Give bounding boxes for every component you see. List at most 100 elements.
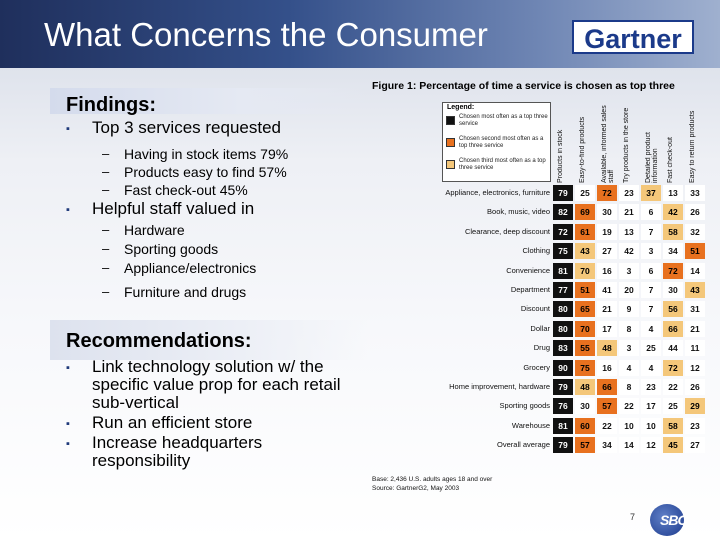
dash-marker: – <box>102 164 110 179</box>
figure-cell: 34 <box>597 437 617 454</box>
figure-cell: 16 <box>597 359 617 376</box>
figure-cell: 79 <box>553 379 573 395</box>
figure-row-label: Grocery <box>523 362 550 372</box>
figure-cell: 70 <box>575 262 595 279</box>
legend-swatch-first <box>446 116 455 125</box>
figure-column-header: Products in stock <box>553 97 575 183</box>
figure-row-label: Sporting goods <box>499 401 550 411</box>
column-header-label: Available, informed sales staff <box>601 105 615 183</box>
figure-row-label: Clothing <box>522 246 550 256</box>
bullet-marker: ▪ <box>66 418 70 430</box>
figure-cell: 13 <box>619 223 639 240</box>
figure-cell: 21 <box>597 301 617 318</box>
figure-cell: 83 <box>553 340 573 357</box>
figure-cell: 4 <box>619 359 639 376</box>
bullet-marker: ▪ <box>66 204 70 216</box>
figure-row-label: Discount <box>520 304 550 314</box>
figure-column-header: Fast check-out <box>663 97 685 183</box>
figure-cell: 44 <box>663 340 683 357</box>
findings-highlight <box>50 88 368 114</box>
figure-cell: 32 <box>685 223 705 240</box>
figure-cell: 3 <box>619 262 639 279</box>
sbc-logo-text: SBC <box>660 512 688 528</box>
gartner-logo-text: Gartner <box>584 24 682 54</box>
figure-cell: 34 <box>663 243 683 260</box>
figure-cell: 43 <box>685 282 705 298</box>
recommendation-item: Increase headquarters responsibility <box>92 433 263 470</box>
figure-cell: 27 <box>685 437 705 454</box>
figure-cell: 51 <box>685 243 705 260</box>
figure-cell: 30 <box>663 282 683 298</box>
figure-cell: 66 <box>597 379 617 395</box>
figure-cell: 12 <box>641 437 661 454</box>
dash-marker: – <box>102 182 110 197</box>
figure-cell: 57 <box>597 398 617 415</box>
figure-cell: 30 <box>575 398 595 415</box>
figure-cell: 55 <box>575 340 595 357</box>
figure-footnote-source: Source: GartnerG2, May 2003 <box>372 485 460 492</box>
figure-cell: 6 <box>641 262 661 279</box>
figure-cell: 10 <box>641 417 661 434</box>
figure-cell: 25 <box>641 340 661 357</box>
figure-cell: 70 <box>575 320 595 337</box>
figure-column-header: Easy to return products <box>685 97 707 183</box>
column-header-label: Detailed product information <box>645 132 659 183</box>
figure-cell: 69 <box>575 204 595 221</box>
findings-bullet-1: Top 3 services requested <box>92 118 281 137</box>
figure-cell: 8 <box>619 379 639 395</box>
figure-cell: 22 <box>663 379 683 395</box>
figure-cell: 48 <box>575 379 595 395</box>
figure-cell: 61 <box>575 223 595 240</box>
figure-cell: 22 <box>597 417 617 434</box>
column-header-label: Try products in the store <box>623 107 630 183</box>
figure-cell: 30 <box>597 204 617 221</box>
figure-cell: 4 <box>641 320 661 337</box>
figure-cell: 76 <box>553 398 573 415</box>
slide-header: What Concerns the Consumer Gartner <box>0 0 720 68</box>
figure-cell: 21 <box>619 204 639 221</box>
figure-cell: 25 <box>575 185 595 201</box>
figure-cell: 42 <box>663 204 683 221</box>
findings-sub-item: Furniture and drugs <box>124 284 247 300</box>
legend-item: Chosen second most often as a top three … <box>446 136 550 156</box>
sbc-globe-icon <box>650 504 684 536</box>
bullet-marker: ▪ <box>66 123 70 135</box>
dash-marker: – <box>102 241 110 256</box>
figure-row-label: Book, music, video <box>487 207 550 217</box>
figure-cell: 72 <box>663 359 683 376</box>
figure-cell: 51 <box>575 282 595 298</box>
figure-cell: 58 <box>663 417 683 434</box>
figure-cell: 79 <box>553 437 573 454</box>
figure-cell: 25 <box>663 398 683 415</box>
figure-cell: 48 <box>597 340 617 357</box>
figure-footnote-base: Base: 2,436 U.S. adults ages 18 and over <box>372 476 493 483</box>
figure-cell: 41 <box>597 282 617 298</box>
legend-swatch-third <box>446 160 455 169</box>
figure-cell: 29 <box>685 398 705 415</box>
figure-cell: 3 <box>641 243 661 260</box>
legend-title: Legend: <box>447 104 475 111</box>
figure-row-label: Overall average <box>497 440 550 450</box>
figure-cell: 42 <box>619 243 639 260</box>
legend-swatch-second <box>446 138 455 147</box>
figure-cell: 14 <box>685 262 705 279</box>
dash-marker: – <box>102 260 110 275</box>
figure-cell: 14 <box>619 437 639 454</box>
figure-cell: 27 <box>597 243 617 260</box>
page-number: 7 <box>630 512 636 522</box>
figure-row-label: Dollar <box>530 323 550 333</box>
figure-row-label: Clearance, deep discount <box>464 226 550 236</box>
findings-heading: Findings: <box>66 94 156 116</box>
figure-row-label: Department <box>510 285 550 294</box>
figure-cell: 90 <box>553 359 573 376</box>
figure-column-header: Detailed product information <box>641 97 663 183</box>
figure-cell: 77 <box>553 282 573 298</box>
figure-cell: 7 <box>641 301 661 318</box>
findings-sub-item: Having in stock items 79% <box>124 146 289 162</box>
figure-cell: 19 <box>597 223 617 240</box>
legend-label: Chosen second most often as a top three … <box>459 136 544 149</box>
figure-row-label: Home improvement, hardware <box>449 382 550 391</box>
findings-sub-item: Hardware <box>124 222 185 238</box>
figure-cell: 72 <box>597 185 617 201</box>
bullet-marker: ▪ <box>66 362 70 374</box>
